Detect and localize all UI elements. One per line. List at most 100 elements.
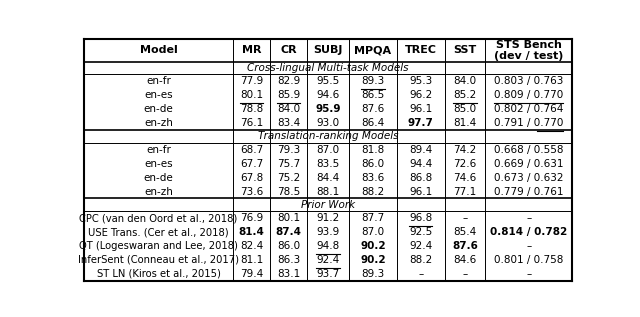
Text: 96.1: 96.1: [409, 186, 433, 197]
Text: 85.9: 85.9: [276, 90, 300, 100]
Text: 75.2: 75.2: [276, 172, 300, 183]
Text: 87.0: 87.0: [362, 227, 385, 237]
Text: 67.8: 67.8: [240, 172, 263, 183]
Text: 0.814 / 0.782: 0.814 / 0.782: [490, 227, 567, 237]
Text: 86.0: 86.0: [277, 241, 300, 251]
Text: 93.0: 93.0: [316, 118, 340, 128]
Text: 83.6: 83.6: [362, 172, 385, 183]
Text: 0.669 / 0.631: 0.669 / 0.631: [494, 158, 563, 169]
Text: 0.802 / 0.764: 0.802 / 0.764: [494, 104, 563, 114]
Text: 81.4: 81.4: [453, 118, 477, 128]
Text: 94.4: 94.4: [409, 158, 433, 169]
Text: en-zh: en-zh: [144, 186, 173, 197]
Text: 78.5: 78.5: [276, 186, 300, 197]
Text: Model: Model: [140, 45, 177, 55]
Text: 87.6: 87.6: [452, 241, 478, 251]
Text: 86.0: 86.0: [362, 158, 385, 169]
Text: USE Trans. (Cer et al., 2018): USE Trans. (Cer et al., 2018): [88, 227, 229, 237]
Text: en-es: en-es: [144, 158, 173, 169]
Text: 88.1: 88.1: [316, 186, 340, 197]
Text: 96.8: 96.8: [409, 213, 433, 223]
Text: en-fr: en-fr: [146, 145, 171, 155]
Text: Prior Work: Prior Work: [301, 200, 355, 210]
Text: –: –: [462, 269, 468, 279]
Text: 79.3: 79.3: [276, 145, 300, 155]
Text: 88.2: 88.2: [409, 255, 433, 265]
Text: 85.4: 85.4: [453, 227, 477, 237]
Text: 86.3: 86.3: [276, 255, 300, 265]
Text: 95.9: 95.9: [316, 104, 340, 114]
Text: 92.4: 92.4: [409, 241, 433, 251]
Text: Translation-ranking Models: Translation-ranking Models: [258, 131, 398, 141]
Text: 0.791 / 0.770: 0.791 / 0.770: [494, 118, 563, 128]
Text: 78.8: 78.8: [240, 104, 263, 114]
Text: 94.8: 94.8: [316, 241, 340, 251]
Text: –: –: [526, 241, 531, 251]
Text: 88.2: 88.2: [362, 186, 385, 197]
Text: 86.4: 86.4: [362, 118, 385, 128]
Text: 80.1: 80.1: [277, 213, 300, 223]
Text: CR: CR: [280, 45, 297, 55]
Text: 87.0: 87.0: [316, 145, 340, 155]
Text: 83.5: 83.5: [316, 158, 340, 169]
Text: 89.3: 89.3: [362, 76, 385, 86]
Text: MPQA: MPQA: [355, 45, 392, 55]
Text: 90.2: 90.2: [360, 241, 386, 251]
Text: 94.6: 94.6: [316, 90, 340, 100]
Text: 74.2: 74.2: [453, 145, 477, 155]
Text: 87.6: 87.6: [362, 104, 385, 114]
Text: 0.803 / 0.763: 0.803 / 0.763: [494, 76, 563, 86]
Text: CPC (van den Oord et al., 2018): CPC (van den Oord et al., 2018): [79, 213, 237, 223]
Text: 87.4: 87.4: [275, 227, 301, 237]
Text: 84.0: 84.0: [277, 104, 300, 114]
Text: 77.1: 77.1: [453, 186, 477, 197]
Text: 73.6: 73.6: [240, 186, 263, 197]
Text: 83.1: 83.1: [276, 269, 300, 279]
Text: 80.1: 80.1: [240, 90, 263, 100]
Text: QT (Logeswaran and Lee, 2018): QT (Logeswaran and Lee, 2018): [79, 241, 238, 251]
Text: 85.2: 85.2: [453, 90, 477, 100]
Text: 77.9: 77.9: [240, 76, 263, 86]
Text: 82.4: 82.4: [240, 241, 263, 251]
Text: 91.2: 91.2: [316, 213, 340, 223]
Text: InferSent (Conneau et al., 2017): InferSent (Conneau et al., 2017): [78, 255, 239, 265]
Text: SUBJ: SUBJ: [314, 45, 342, 55]
Text: 93.9: 93.9: [316, 227, 340, 237]
Text: 81.4: 81.4: [239, 227, 264, 237]
Text: 0.779 / 0.761: 0.779 / 0.761: [494, 186, 563, 197]
Text: 0.801 / 0.758: 0.801 / 0.758: [494, 255, 563, 265]
Text: 72.6: 72.6: [453, 158, 477, 169]
Text: MR: MR: [242, 45, 261, 55]
Text: en-fr: en-fr: [146, 76, 171, 86]
Text: Cross-lingual Multi-task Models: Cross-lingual Multi-task Models: [247, 63, 409, 73]
Text: 90.2: 90.2: [360, 255, 386, 265]
Text: 79.4: 79.4: [240, 269, 263, 279]
Text: 95.5: 95.5: [316, 76, 340, 86]
Text: 84.4: 84.4: [316, 172, 340, 183]
Text: 74.6: 74.6: [453, 172, 477, 183]
Text: 84.6: 84.6: [453, 255, 477, 265]
Text: en-es: en-es: [144, 90, 173, 100]
Text: ST LN (Kiros et al., 2015): ST LN (Kiros et al., 2015): [97, 269, 220, 279]
Text: 93.7: 93.7: [316, 269, 340, 279]
Text: 81.8: 81.8: [362, 145, 385, 155]
Text: 95.3: 95.3: [409, 76, 433, 86]
Text: en-de: en-de: [143, 104, 173, 114]
Text: en-zh: en-zh: [144, 118, 173, 128]
Text: 76.1: 76.1: [240, 118, 263, 128]
Text: 86.5: 86.5: [362, 90, 385, 100]
Text: –: –: [418, 269, 423, 279]
Text: en-de: en-de: [143, 172, 173, 183]
Text: 67.7: 67.7: [240, 158, 263, 169]
Text: 87.7: 87.7: [362, 213, 385, 223]
Text: TREC: TREC: [404, 45, 436, 55]
Text: 92.5: 92.5: [409, 227, 433, 237]
Text: STS Bench
(dev / test): STS Bench (dev / test): [494, 40, 563, 61]
Text: 68.7: 68.7: [240, 145, 263, 155]
Text: –: –: [462, 213, 468, 223]
Text: –: –: [526, 269, 531, 279]
Text: 92.4: 92.4: [316, 255, 340, 265]
Text: 96.1: 96.1: [409, 104, 433, 114]
Text: 84.0: 84.0: [453, 76, 477, 86]
Text: –: –: [526, 213, 531, 223]
